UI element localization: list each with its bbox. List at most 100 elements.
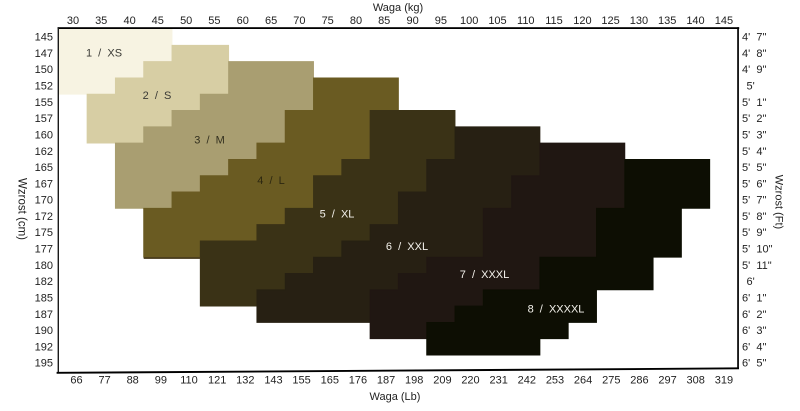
- svg-text:5' 2": 5' 2": [742, 113, 766, 125]
- svg-text:Waga (Lb): Waga (Lb): [370, 391, 421, 403]
- svg-text:286: 286: [630, 374, 648, 386]
- svg-text:6' 2": 6' 2": [742, 309, 766, 321]
- svg-text:150: 150: [35, 64, 53, 76]
- svg-text:175: 175: [35, 227, 53, 239]
- svg-text:6': 6': [747, 276, 755, 288]
- svg-text:167: 167: [35, 178, 53, 190]
- svg-text:182: 182: [35, 276, 53, 288]
- svg-text:145: 145: [715, 15, 733, 27]
- svg-text:135: 135: [658, 15, 676, 27]
- svg-text:5' 1": 5' 1": [742, 97, 766, 109]
- svg-text:60: 60: [237, 15, 249, 27]
- svg-text:Wzrost (Ft): Wzrost (Ft): [772, 175, 784, 229]
- svg-text:185: 185: [35, 292, 53, 304]
- svg-text:125: 125: [601, 15, 619, 27]
- svg-text:155: 155: [292, 374, 310, 386]
- svg-text:220: 220: [461, 374, 479, 386]
- svg-text:50: 50: [180, 15, 192, 27]
- svg-text:147: 147: [35, 48, 53, 60]
- svg-text:30: 30: [67, 15, 79, 27]
- svg-text:5' 5": 5' 5": [742, 162, 766, 174]
- svg-text:115: 115: [545, 15, 563, 27]
- svg-text:88: 88: [127, 374, 139, 386]
- svg-text:170: 170: [35, 195, 53, 207]
- svg-text:4' 7": 4' 7": [742, 32, 766, 44]
- svg-text:66: 66: [70, 374, 82, 386]
- svg-text:77: 77: [98, 374, 110, 386]
- svg-text:7 / XXXL: 7 / XXXL: [460, 269, 510, 281]
- svg-text:4' 9": 4' 9": [742, 64, 766, 76]
- svg-text:85: 85: [378, 15, 390, 27]
- svg-text:1 / XS: 1 / XS: [86, 48, 122, 60]
- svg-text:4' 8": 4' 8": [742, 48, 766, 60]
- svg-text:70: 70: [293, 15, 305, 27]
- svg-text:105: 105: [488, 15, 506, 27]
- svg-text:165: 165: [35, 162, 53, 174]
- svg-text:75: 75: [322, 15, 334, 27]
- svg-text:45: 45: [152, 15, 164, 27]
- svg-text:160: 160: [35, 129, 53, 141]
- svg-text:3 / M: 3 / M: [194, 134, 225, 146]
- svg-text:80: 80: [350, 15, 362, 27]
- svg-text:40: 40: [123, 15, 135, 27]
- svg-text:5' 11": 5' 11": [742, 260, 772, 272]
- svg-text:5': 5': [747, 81, 755, 93]
- svg-text:152: 152: [35, 81, 53, 93]
- svg-text:162: 162: [35, 146, 53, 158]
- svg-text:190: 190: [35, 325, 53, 337]
- svg-text:120: 120: [573, 15, 591, 27]
- svg-text:35: 35: [95, 15, 107, 27]
- svg-text:165: 165: [321, 374, 339, 386]
- svg-text:2 / S: 2 / S: [143, 90, 172, 102]
- svg-text:180: 180: [35, 260, 53, 272]
- svg-text:55: 55: [208, 15, 220, 27]
- svg-text:5' 8": 5' 8": [742, 211, 766, 223]
- svg-text:5' 9": 5' 9": [742, 227, 766, 239]
- svg-text:5 / XL: 5 / XL: [320, 209, 355, 221]
- svg-text:297: 297: [658, 374, 676, 386]
- svg-text:157: 157: [35, 113, 53, 125]
- svg-text:187: 187: [377, 374, 395, 386]
- svg-text:6 / XXL: 6 / XXL: [386, 241, 428, 253]
- svg-text:195: 195: [35, 358, 53, 370]
- svg-text:110: 110: [517, 15, 535, 27]
- svg-text:130: 130: [630, 15, 648, 27]
- svg-text:231: 231: [490, 374, 508, 386]
- svg-text:140: 140: [686, 15, 704, 27]
- svg-text:8 / XXXXL: 8 / XXXXL: [528, 303, 585, 315]
- svg-text:Waga (kg): Waga (kg): [373, 2, 423, 14]
- svg-text:5' 3": 5' 3": [742, 129, 766, 141]
- svg-text:275: 275: [602, 374, 620, 386]
- svg-text:5' 4": 5' 4": [742, 146, 766, 158]
- svg-text:176: 176: [349, 374, 367, 386]
- svg-text:242: 242: [518, 374, 536, 386]
- svg-text:145: 145: [35, 32, 53, 44]
- svg-text:264: 264: [574, 374, 592, 386]
- svg-text:6' 4": 6' 4": [742, 341, 766, 353]
- svg-text:177: 177: [35, 244, 53, 256]
- svg-text:187: 187: [35, 309, 53, 321]
- svg-text:90: 90: [406, 15, 418, 27]
- svg-text:95: 95: [435, 15, 447, 27]
- svg-text:110: 110: [180, 374, 198, 386]
- svg-text:308: 308: [687, 374, 705, 386]
- svg-text:172: 172: [35, 211, 53, 223]
- svg-text:6' 3": 6' 3": [742, 325, 766, 337]
- svg-text:121: 121: [208, 374, 226, 386]
- svg-text:Wzrost (cm): Wzrost (cm): [15, 178, 27, 240]
- svg-text:6' 1": 6' 1": [742, 292, 766, 304]
- svg-text:5' 7": 5' 7": [742, 195, 766, 207]
- svg-text:65: 65: [265, 15, 277, 27]
- svg-text:6' 5": 6' 5": [742, 358, 766, 370]
- svg-text:5' 6": 5' 6": [742, 178, 766, 190]
- svg-text:319: 319: [715, 374, 733, 386]
- svg-text:198: 198: [405, 374, 423, 386]
- svg-text:143: 143: [264, 374, 282, 386]
- svg-text:253: 253: [546, 374, 564, 386]
- svg-text:132: 132: [236, 374, 254, 386]
- svg-text:4 / L: 4 / L: [257, 175, 285, 187]
- svg-text:209: 209: [433, 374, 451, 386]
- svg-text:100: 100: [460, 15, 478, 27]
- svg-text:192: 192: [35, 341, 53, 353]
- svg-text:99: 99: [155, 374, 167, 386]
